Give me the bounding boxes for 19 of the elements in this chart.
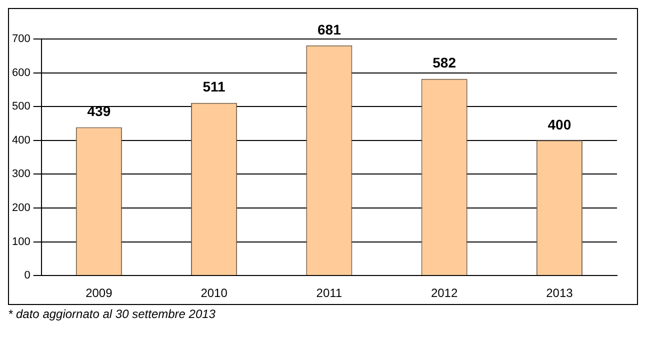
data-label: 511 <box>202 78 226 95</box>
y-tick-label: 700 <box>12 33 30 46</box>
data-label: 400 <box>548 116 572 132</box>
data-label: 681 <box>317 21 342 38</box>
data-label: 439 <box>87 103 111 120</box>
text: * dato aggiornato al 30 settembre 2013 <box>8 307 216 321</box>
y-tick-label: 600 <box>12 66 30 79</box>
y-tick-label: 100 <box>12 236 30 248</box>
x-tick-label: 2012 <box>430 286 458 300</box>
y-tick-label: 500 <box>12 100 30 113</box>
x-tick-label: 2013 <box>546 286 574 300</box>
data-label: 582 <box>432 54 456 71</box>
x-tick-label: 2010 <box>200 286 228 300</box>
y-tick-label: 400 <box>12 134 30 146</box>
x-tick-label: 2011 <box>316 286 342 300</box>
y-tick-label: 200 <box>12 202 30 214</box>
x-tick-label: 2009 <box>86 286 113 300</box>
y-tick-label: 300 <box>12 168 30 180</box>
y-tick-label: 0 <box>24 270 30 282</box>
